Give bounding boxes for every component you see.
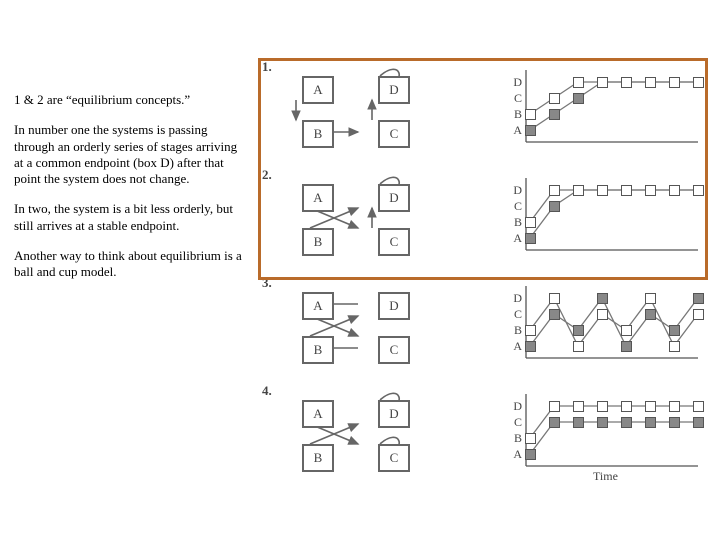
data-marker bbox=[525, 217, 536, 228]
state-box-a: A bbox=[302, 400, 334, 428]
panel-4: 4.ABCD DCBATime bbox=[258, 382, 706, 490]
data-marker bbox=[645, 309, 656, 320]
state-box-d: D bbox=[378, 184, 410, 212]
data-marker bbox=[645, 77, 656, 88]
data-marker bbox=[573, 185, 584, 196]
data-marker bbox=[597, 309, 608, 320]
data-marker bbox=[669, 325, 680, 336]
panel-3: 3.ABCD DCBA bbox=[258, 274, 706, 382]
x-label-time: Time bbox=[593, 470, 618, 482]
data-marker bbox=[597, 77, 608, 88]
data-marker bbox=[669, 417, 680, 428]
data-marker bbox=[549, 417, 560, 428]
data-marker bbox=[597, 401, 608, 412]
state-box-c: C bbox=[378, 336, 410, 364]
data-marker bbox=[645, 293, 656, 304]
state-box-d: D bbox=[378, 292, 410, 320]
state-box-b: B bbox=[302, 444, 334, 472]
data-marker bbox=[549, 293, 560, 304]
para-1: 1 & 2 are “equilibrium concepts.” bbox=[14, 92, 244, 108]
chart-lines bbox=[512, 166, 702, 266]
data-marker bbox=[621, 417, 632, 428]
data-marker bbox=[573, 325, 584, 336]
data-marker bbox=[549, 109, 560, 120]
data-marker bbox=[525, 125, 536, 136]
chart-lines bbox=[512, 58, 702, 158]
state-box-d: D bbox=[378, 400, 410, 428]
data-marker bbox=[693, 309, 704, 320]
state-box-c: C bbox=[378, 120, 410, 148]
data-marker bbox=[525, 233, 536, 244]
state-arrows bbox=[258, 382, 458, 490]
panel-2: 2.ABCD DCBA bbox=[258, 166, 706, 274]
state-box-d: D bbox=[378, 76, 410, 104]
chart-lines bbox=[512, 382, 702, 482]
state-box-a: A bbox=[302, 184, 334, 212]
data-marker bbox=[549, 185, 560, 196]
data-marker bbox=[693, 77, 704, 88]
data-marker bbox=[573, 401, 584, 412]
chart-lines bbox=[512, 274, 702, 374]
data-marker bbox=[573, 93, 584, 104]
state-arrows bbox=[258, 274, 458, 382]
data-marker bbox=[669, 77, 680, 88]
data-marker bbox=[621, 401, 632, 412]
data-marker bbox=[621, 77, 632, 88]
para-4: Another way to think about equilibrium i… bbox=[14, 248, 244, 281]
state-box-a: A bbox=[302, 76, 334, 104]
para-2: In number one the systems is passing thr… bbox=[14, 122, 244, 187]
data-marker bbox=[621, 325, 632, 336]
explanatory-text: 1 & 2 are “equilibrium concepts.” In num… bbox=[14, 92, 244, 294]
data-marker bbox=[693, 417, 704, 428]
data-marker bbox=[669, 341, 680, 352]
data-marker bbox=[549, 401, 560, 412]
data-marker bbox=[525, 433, 536, 444]
para-3: In two, the system is a bit less orderly… bbox=[14, 201, 244, 234]
data-marker bbox=[597, 417, 608, 428]
data-marker bbox=[549, 201, 560, 212]
state-arrows bbox=[258, 166, 458, 274]
panel-1: 1.ABCD DCBA bbox=[258, 58, 706, 166]
state-box-b: B bbox=[302, 336, 334, 364]
state-arrows bbox=[258, 58, 458, 166]
data-marker bbox=[669, 401, 680, 412]
data-marker bbox=[549, 309, 560, 320]
data-marker bbox=[621, 341, 632, 352]
data-marker bbox=[693, 293, 704, 304]
data-marker bbox=[573, 417, 584, 428]
state-box-c: C bbox=[378, 228, 410, 256]
state-box-b: B bbox=[302, 228, 334, 256]
data-marker bbox=[573, 77, 584, 88]
data-marker bbox=[645, 417, 656, 428]
data-marker bbox=[573, 341, 584, 352]
data-marker bbox=[693, 185, 704, 196]
data-marker bbox=[525, 449, 536, 460]
state-box-a: A bbox=[302, 292, 334, 320]
state-box-c: C bbox=[378, 444, 410, 472]
data-marker bbox=[597, 185, 608, 196]
data-marker bbox=[621, 185, 632, 196]
data-marker bbox=[549, 93, 560, 104]
data-marker bbox=[693, 401, 704, 412]
data-marker bbox=[645, 401, 656, 412]
data-marker bbox=[525, 109, 536, 120]
data-marker bbox=[597, 293, 608, 304]
state-box-b: B bbox=[302, 120, 334, 148]
figure-column: 1.ABCD DCBA2.ABCD DCBA3.ABCD DCBA4.ABCD … bbox=[258, 58, 706, 490]
data-marker bbox=[525, 325, 536, 336]
data-marker bbox=[525, 341, 536, 352]
data-marker bbox=[645, 185, 656, 196]
data-marker bbox=[669, 185, 680, 196]
